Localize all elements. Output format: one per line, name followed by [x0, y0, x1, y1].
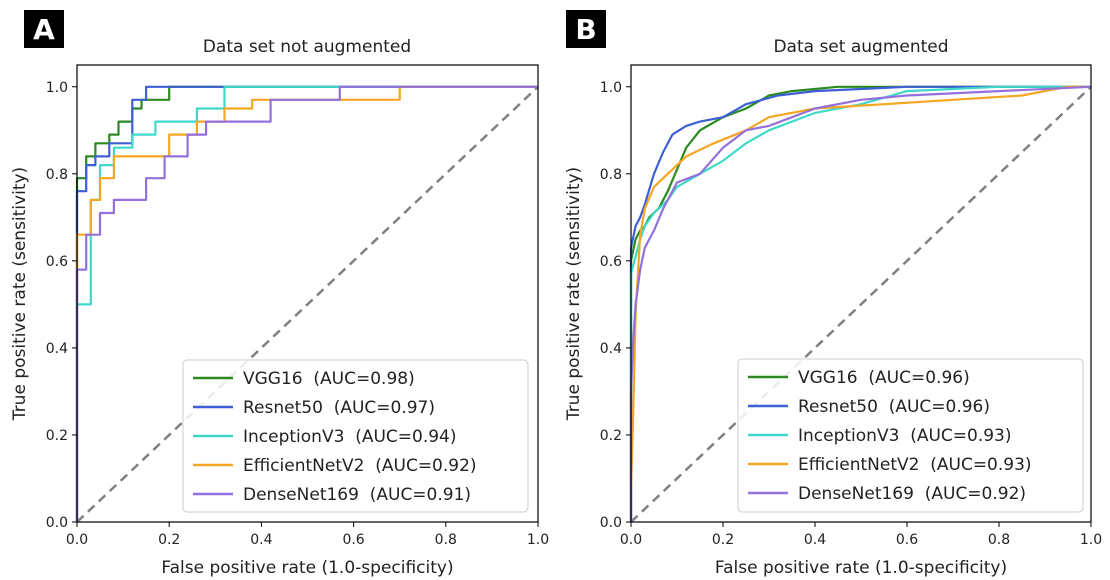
chart-title: Data set not augmented	[203, 37, 411, 57]
x-tick-label: 0.8	[435, 532, 457, 548]
legend-entry: Resnet50 (AUC=0.97)	[243, 398, 435, 418]
y-axis-label: True positive rate (sensitivity)	[564, 167, 584, 421]
roc-curve-vgg16	[75, 85, 538, 522]
y-axis-label: True positive rate (sensitivity)	[10, 167, 30, 421]
x-tick-label: 1.0	[527, 532, 549, 548]
plot-frame	[630, 64, 1092, 523]
legend-entry: DenseNet169 (AUC=0.91)	[243, 485, 471, 505]
legend-entry: InceptionV3 (AUC=0.94)	[243, 427, 457, 447]
y-tick-label: 1.0	[46, 80, 68, 96]
legend-entry: EfficientNetV2 (AUC=0.92)	[243, 456, 477, 476]
chart-panel-b: Data set augmented 0.0 0.2 0.4 0.6 0.8 1.0 0.0 0…	[564, 37, 1102, 578]
x-tick-label: 0.0	[66, 532, 88, 548]
y-tick-label: 0.4	[46, 341, 68, 357]
y-tick-label: 1.0	[600, 80, 622, 96]
legend-box	[737, 358, 1084, 513]
diagonal-reference-line	[630, 85, 1092, 523]
roc-curve-efficientnetv2	[75, 85, 538, 522]
y-tick-label: 0.0	[46, 515, 68, 531]
roc-curve-densenet169	[629, 85, 1092, 522]
y-tick-label: 0.2	[600, 428, 622, 444]
roc-curve-resnet50	[629, 85, 1091, 522]
panel-label-a: A	[24, 10, 64, 48]
legend-entry: DenseNet169 (AUC=0.92)	[798, 484, 1026, 504]
chart-panel-a: Data set not augmented 0.0 0.2 0.4 0.6 0.8 1.0…	[10, 37, 549, 578]
legend: VGG16 (AUC=0.96) Resnet50 (AUC=0.96) Incep…	[737, 358, 1084, 513]
y-tick-label: 0.2	[46, 428, 68, 444]
x-tick-label: 0.8	[988, 532, 1010, 548]
legend-entry: Resnet50 (AUC=0.96)	[798, 397, 990, 417]
x-tick-label: 0.6	[342, 532, 364, 548]
x-tick-label: 0.6	[896, 532, 918, 548]
legend-entry: InceptionV3 (AUC=0.93)	[798, 426, 1012, 446]
plot-frame	[76, 64, 539, 523]
roc-curve-resnet50	[75, 85, 538, 522]
diagonal-reference-line	[76, 85, 539, 523]
y-tick-label: 0.6	[600, 254, 622, 270]
x-tick-label: 0.0	[620, 532, 642, 548]
y-tick-label: 0.4	[600, 341, 622, 357]
y-tick-label: 0.8	[46, 167, 68, 183]
y-tick-label: 0.8	[600, 167, 622, 183]
legend-entry: EfficientNetV2 (AUC=0.93)	[798, 455, 1032, 475]
roc-curve-vgg16	[629, 85, 1091, 522]
legend-entry: VGG16 (AUC=0.98)	[243, 369, 415, 389]
x-tick-label: 0.4	[250, 532, 272, 548]
chart-title: Data set augmented	[773, 37, 948, 57]
legend-entry: VGG16 (AUC=0.96)	[798, 368, 970, 388]
y-tick-label: 0.6	[46, 254, 68, 270]
x-tick-label: 0.2	[158, 532, 180, 548]
legend: VGG16 (AUC=0.98) Resnet50 (AUC=0.97) Incep…	[182, 359, 529, 513]
x-axis-label: False positive rate (1.0-specificity)	[161, 558, 453, 578]
x-axis-label: False positive rate (1.0-specificity)	[715, 558, 1007, 578]
roc-curve-densenet169	[75, 85, 538, 522]
y-tick-label: 0.0	[600, 515, 622, 531]
legend-box	[182, 359, 529, 513]
x-tick-label: 0.2	[712, 532, 734, 548]
x-tick-label: 0.4	[804, 532, 826, 548]
x-tick-label: 1.0	[1080, 532, 1102, 548]
panel-label-b: B	[566, 10, 606, 48]
